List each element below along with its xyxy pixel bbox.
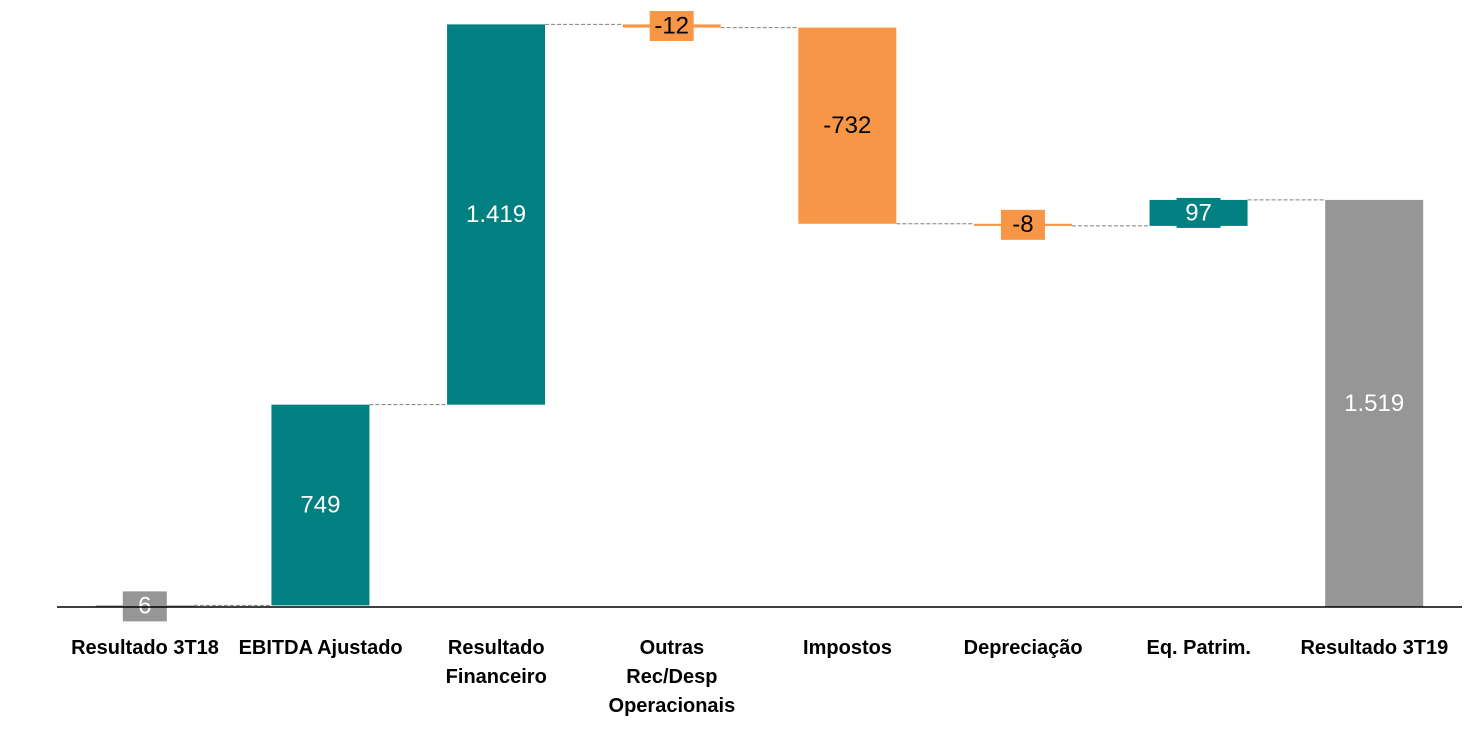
value-label: 6 <box>138 593 151 620</box>
value-label: -732 <box>823 112 871 139</box>
bar <box>798 27 897 224</box>
x-tick-label: Impostos <box>803 637 892 659</box>
value-label: 1.519 <box>1344 390 1404 417</box>
bar <box>271 404 370 606</box>
x-tick-label: Depreciação <box>963 637 1083 659</box>
value-label: 749 <box>300 491 340 518</box>
bar <box>447 24 546 405</box>
label-box <box>1000 209 1045 240</box>
value-label: 1.419 <box>466 201 526 228</box>
x-tick-label: Eq. Patrim. <box>1146 637 1251 659</box>
x-tick-label: Resultado 3T19 <box>1300 637 1449 659</box>
value-label: -12 <box>654 12 689 39</box>
value-label: 97 <box>1185 199 1212 226</box>
label-box <box>1176 197 1221 228</box>
label-box <box>649 10 694 41</box>
value-label: -8 <box>1012 211 1033 238</box>
x-tick-label: Outras Rec/Desp Operacionais <box>608 637 736 717</box>
x-tick-label: Resultado 3T18 <box>71 637 219 659</box>
x-tick-label: EBITDA Ajustado <box>238 637 403 659</box>
bar <box>1325 199 1424 607</box>
x-tick-label: Resultado Financeiro <box>445 637 547 688</box>
